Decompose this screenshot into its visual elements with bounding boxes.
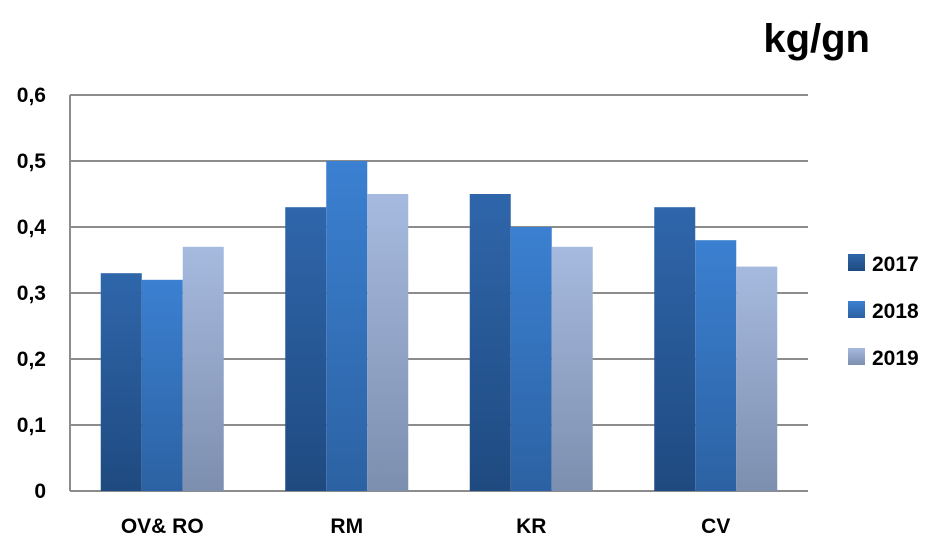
y-tick-labels: 0 0,1 0,2 0,3 0,4 0,5 0,6 (17, 84, 47, 503)
bar-2017-2 (469, 194, 511, 491)
y-tick-label: 0,1 (17, 414, 47, 437)
y-tick-label: 0,3 (17, 282, 46, 305)
bar-2019-0 (182, 246, 224, 491)
bar-2017-1 (285, 207, 327, 491)
bar-2018-1 (326, 161, 368, 491)
legend-label-2018: 2018 (872, 300, 919, 323)
y-tick-label: 0,6 (17, 84, 46, 107)
x-category-labels: OV& RO RM KR CV (121, 515, 731, 536)
y-tick-label: 0,2 (17, 348, 46, 371)
y-tick-label: 0,5 (17, 150, 47, 173)
x-category-label: RM (330, 515, 363, 536)
bar-2018-0 (141, 279, 183, 491)
legend-label-2019: 2019 (872, 347, 919, 370)
y-tick-label: 0,4 (17, 216, 47, 239)
bar-2018-2 (510, 227, 552, 491)
legend-swatch-2019 (848, 348, 865, 365)
bar-2018-3 (695, 240, 737, 491)
bar-2019-2 (551, 246, 593, 491)
bar-2019-1 (367, 194, 409, 491)
bar-2017-3 (654, 207, 696, 491)
y-tick-label: 0 (34, 480, 46, 503)
x-category-label: KR (516, 515, 546, 536)
x-category-label: CV (701, 515, 730, 536)
legend-swatch-2018 (848, 301, 865, 318)
bar-2017-0 (100, 273, 142, 491)
x-category-label: OV& RO (121, 515, 204, 536)
bar-2019-3 (736, 266, 778, 491)
legend: 2017 2018 2019 (848, 253, 919, 370)
legend-swatch-2017 (848, 254, 865, 271)
legend-label-2017: 2017 (872, 253, 919, 276)
bars (100, 161, 778, 491)
unit-label: kg/gn (763, 17, 870, 61)
